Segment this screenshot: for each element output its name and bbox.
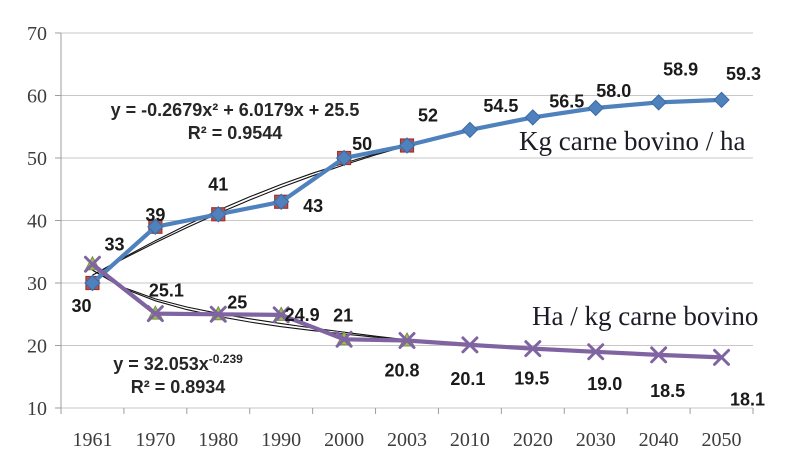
y-axis-label: 50 [27,148,47,170]
diamond-marker [524,109,542,126]
x-marker [83,255,101,273]
data-label: 19.5 [514,369,549,389]
data-label: 33 [104,234,124,254]
data-label: 41 [208,174,228,194]
x-marker [209,305,227,323]
x-marker [398,332,416,349]
y-axis-label: 70 [27,23,47,45]
x-marker [335,330,353,348]
trendline-curve [92,269,408,341]
data-label: 18.5 [650,381,685,401]
diamond-marker [398,137,416,154]
diamond-marker [210,206,227,223]
data-label: 43 [303,196,323,216]
diamond-marker [587,99,604,117]
diamond-marker [713,91,730,109]
trendline-equation-power: y = 32.053x-0.239 R² = 0.8934 [98,353,258,399]
data-label: 24.9 [285,305,320,325]
data-label: 54.5 [483,96,518,116]
data-label: 25.1 [149,281,184,301]
diamond-marker [335,149,353,167]
x-axis-label: 1970 [135,429,175,451]
trendline-curve [92,145,408,276]
y-axis-label: 60 [27,86,47,108]
r-squared-text: R² = 0.9544 [187,123,283,143]
series-label-kg-carne-bovino-ha: Kg carne bovino / ha [519,126,746,156]
series-label-ha-kg-carne-bovino: Ha / kg carne bovino [532,301,759,331]
data-label: 39 [145,205,165,225]
x-axis-label: 2003 [387,429,427,451]
data-label: 19.0 [587,374,622,394]
data-label: 56.5 [549,91,584,111]
data-label: 59.3 [726,64,761,84]
trendline-curve [92,145,408,276]
x-axis-label: 2050 [702,429,742,451]
equation-text: y = -0.2679x² + 6.0179x + 25.5 [110,100,360,120]
data-label: 58.0 [596,81,631,101]
x-marker [587,343,605,361]
x-marker [272,306,290,324]
data-label: 30 [71,296,91,316]
x-axis-label: 1980 [198,429,238,451]
y-axis-label: 20 [27,336,47,358]
trendline-equation-polynomial: y = -0.2679x² + 6.0179x + 25.5 R² = 0.95… [92,99,378,145]
diamond-marker [84,274,101,292]
data-label: 25 [227,292,247,312]
data-label: 20.8 [384,361,419,381]
data-label: 50 [352,134,372,154]
y-axis-label: 40 [27,211,47,233]
x-axis-label: 1990 [261,429,301,451]
data-label: 21 [333,305,353,325]
x-marker [146,305,164,323]
data-label: 58.9 [663,59,698,79]
y-axis-label: 30 [27,273,47,295]
diamond-marker [650,94,667,111]
x-marker [650,346,668,364]
r-squared-text: R² = 0.8934 [130,377,226,397]
data-label: 52 [418,106,438,126]
x-axis-label: 2040 [639,429,679,451]
x-axis-label: 2020 [513,429,553,451]
diamond-marker [147,218,164,235]
x-marker [713,348,731,366]
data-label: 20.1 [450,369,485,389]
trendline-curve [92,269,408,341]
x-axis-label: 2000 [324,429,364,451]
y-axis-label: 10 [27,398,47,420]
equation-text: y = 32.053x-0.239 [113,352,243,374]
diamond-marker [461,121,479,139]
x-marker [461,336,479,354]
x-axis-label: 2030 [576,429,616,451]
data-label: 18.1 [730,389,765,409]
x-axis-label: 1961 [72,429,112,451]
x-marker [524,340,542,358]
x-axis-label: 2010 [450,429,490,451]
diamond-marker [272,193,290,210]
